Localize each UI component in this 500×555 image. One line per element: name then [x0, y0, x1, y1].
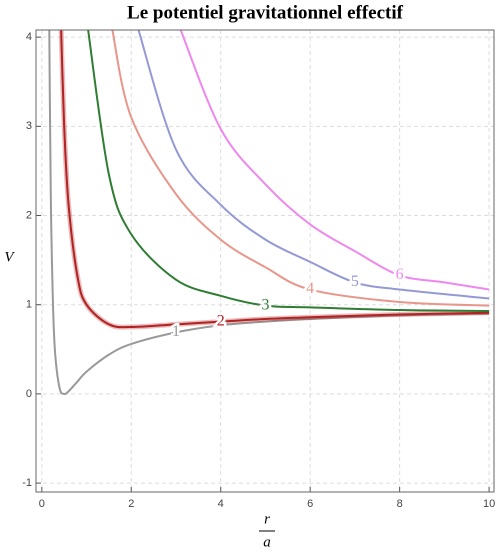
x-axis-label-numerator: r: [264, 511, 270, 527]
grid: 0 2 4 6 8 10 -1 0 1 2 3 4: [22, 30, 495, 510]
curve-labels: 1 2 3 4 5 6: [169, 263, 406, 342]
plot-frame: [35, 29, 495, 493]
x-tick-label: 10: [483, 498, 495, 510]
y-tick-label: 0: [26, 388, 32, 400]
curve-label: 1: [172, 323, 180, 340]
curve: [179, 30, 490, 291]
curve: [137, 30, 490, 300]
curve-label: 4: [306, 280, 314, 297]
chart-title: Le potentiel gravitationnel effectif: [127, 2, 404, 23]
curve: [111, 30, 490, 307]
y-axis-label: V: [4, 249, 15, 265]
x-tick-label: 8: [397, 498, 403, 510]
x-tick-label: 4: [218, 498, 224, 510]
curve-label: 2: [217, 312, 225, 329]
x-tick-label: 6: [307, 498, 313, 510]
x-axis-label-denominator: a: [263, 534, 271, 550]
curve: [87, 30, 490, 312]
y-tick-label: -1: [22, 477, 32, 489]
curve-label: 5: [351, 273, 359, 290]
x-tick-label: 0: [39, 498, 45, 510]
y-tick-label: 1: [26, 299, 32, 311]
curve: [60, 30, 490, 329]
y-tick-label: 4: [26, 31, 32, 43]
curve-label: 3: [261, 296, 269, 313]
plot-area: [48, 30, 490, 395]
x-tick-label: 2: [128, 498, 134, 510]
curve: [48, 30, 490, 395]
y-tick-label: 3: [26, 120, 32, 132]
y-tick-label: 2: [26, 209, 32, 221]
curve-label: 6: [396, 266, 404, 283]
